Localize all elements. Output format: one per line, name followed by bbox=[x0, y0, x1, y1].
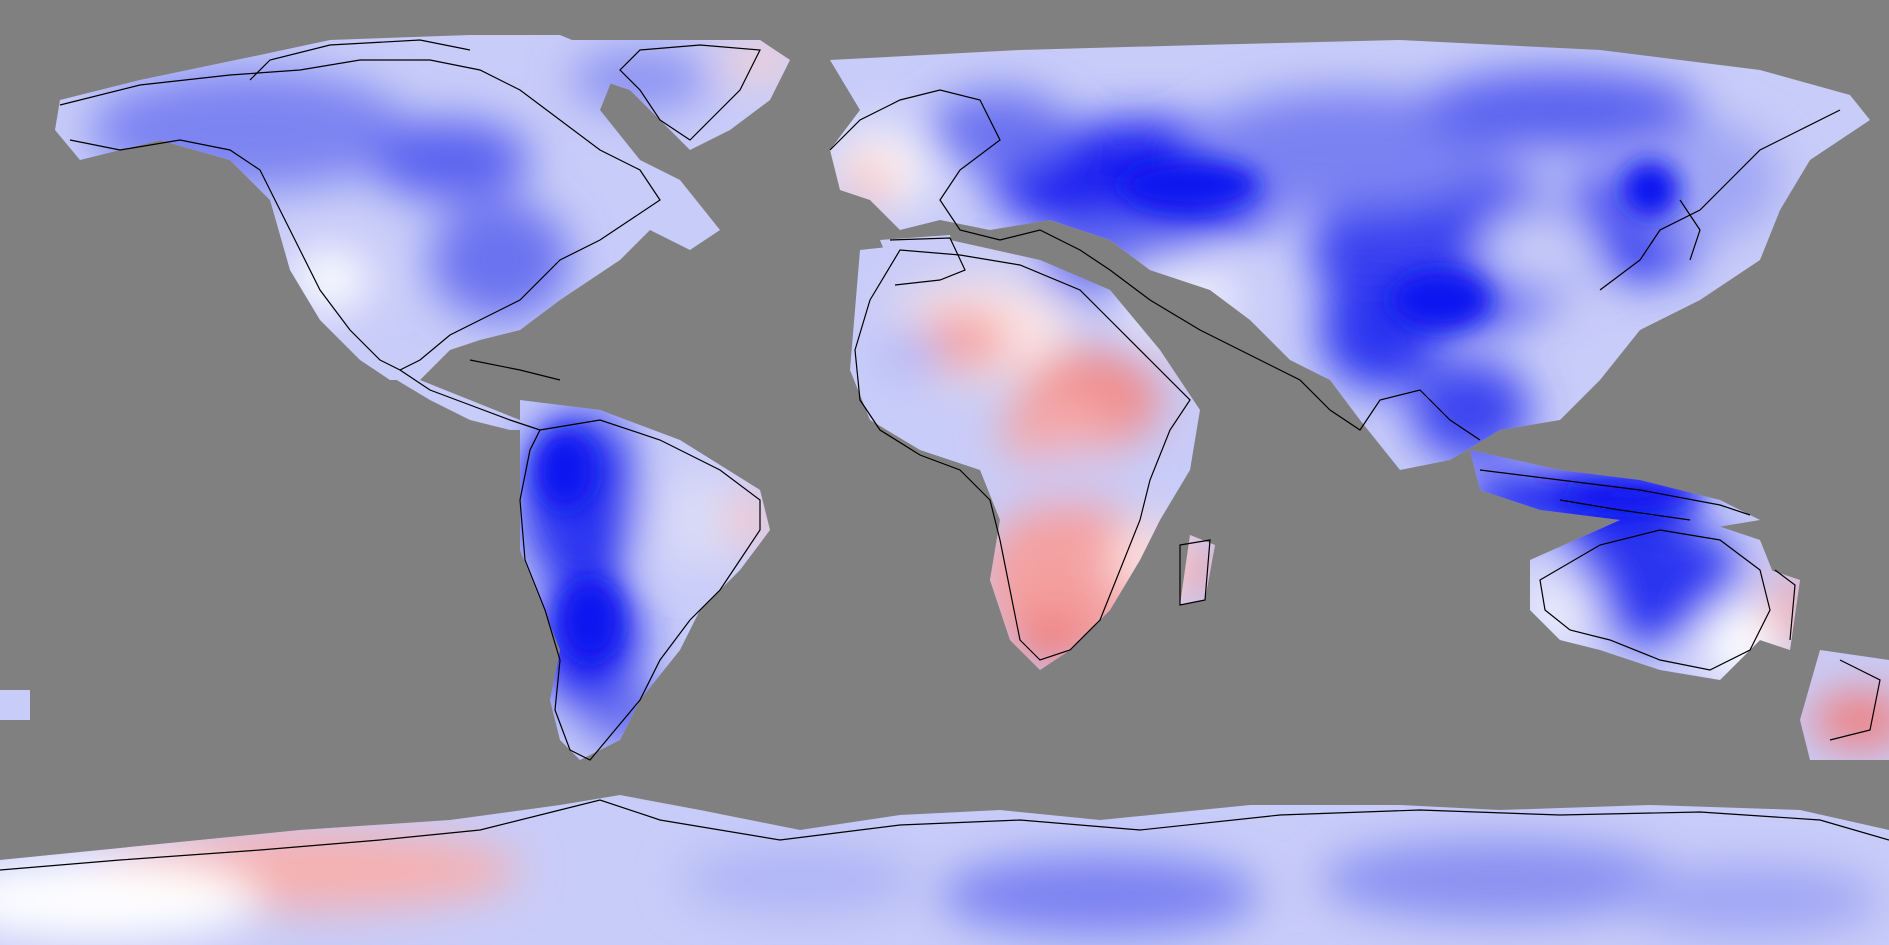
coastlines bbox=[0, 39, 1889, 871]
